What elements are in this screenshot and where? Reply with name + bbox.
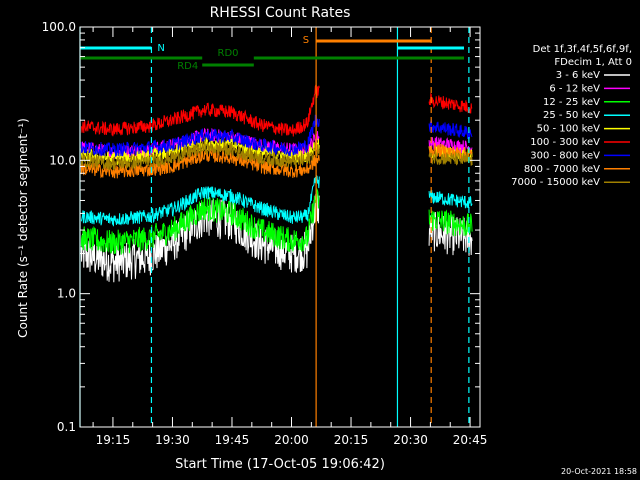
legend-entry-label: 300 - 800 keV <box>530 150 600 161</box>
series-12-25keV <box>80 187 473 255</box>
axes-layer: 0.1 1.0 10.0 100.0 19:15 19:30 19:45 20:00 20:15… <box>42 20 488 447</box>
x-tick-label: 19:45 <box>215 433 250 447</box>
flag-bar-s: S <box>303 35 432 46</box>
series-line <box>428 190 473 209</box>
series-line <box>80 187 320 255</box>
x-tick-label: 19:15 <box>96 433 131 447</box>
flag-bar-label: S <box>303 35 309 46</box>
series-line <box>428 92 473 114</box>
legend-entry-label: 800 - 7000 keV <box>524 164 600 175</box>
legend-entry-label: 12 - 25 keV <box>543 97 600 108</box>
legend-entry-label: 50 - 100 keV <box>537 124 601 135</box>
chart-title: RHESSI Count Rates <box>210 5 351 21</box>
series-100-300keV <box>80 84 473 137</box>
series-line <box>428 209 473 237</box>
x-tick-label: 20:45 <box>453 433 488 447</box>
legend-header-line: Det 1f,3f,4f,5f,6f,9f, <box>533 44 632 55</box>
flag-bar-rd4: RD4 <box>177 61 254 72</box>
series-line <box>80 140 320 171</box>
data-series-layer <box>80 84 473 283</box>
legend-entry-label: 25 - 50 keV <box>543 110 600 121</box>
y-tick-label: 1.0 <box>57 287 76 301</box>
flag-bar-n: N <box>80 43 165 54</box>
series-line <box>80 174 320 227</box>
y-tick-label: 10.0 <box>49 153 76 167</box>
series-7000-15000keV <box>80 140 473 171</box>
flag-bar-rd0: RD0 <box>80 48 464 60</box>
series-line <box>428 150 473 166</box>
series-line <box>428 119 473 140</box>
y-tick-label: 0.1 <box>57 420 76 434</box>
x-tick-label: 20:15 <box>334 433 369 447</box>
series-line <box>428 211 473 256</box>
x-tick-label: 20:30 <box>393 433 428 447</box>
plot-frame <box>79 26 481 428</box>
y-tick-label: 100.0 <box>42 20 76 34</box>
series-line <box>80 114 320 157</box>
x-tick-label: 20:00 <box>274 433 309 447</box>
x-axis-label: Start Time (17-Oct-05 19:06:42) <box>175 457 385 472</box>
legend-entry-label: 6 - 12 keV <box>549 83 600 94</box>
flag-bar-label: N <box>157 43 164 54</box>
x-tick-label: 19:30 <box>155 433 190 447</box>
flag-bar-label: RD4 <box>177 61 198 72</box>
flag-bar-label: RD0 <box>218 48 239 59</box>
date-stamp: 20-Oct-2021 18:58 <box>561 467 637 476</box>
legend-entry-label: 100 - 300 keV <box>530 137 600 148</box>
legend: Det 1f,3f,4f,5f,6f,9f, FDecim 1, Att 0 3 -… <box>511 44 632 188</box>
legend-entry-label: 7000 - 15000 keV <box>511 177 600 188</box>
series-line <box>80 84 320 137</box>
series-25-50keV <box>80 174 473 227</box>
y-axis-label: Count Rate (s⁻¹ detector segment⁻¹) <box>16 118 30 338</box>
legend-header-line: FDecim 1, Att 0 <box>554 57 632 68</box>
flag-bars-layer: N S RD0 RD4 <box>80 35 464 72</box>
legend-entry-label: 3 - 6 keV <box>556 70 600 81</box>
series-300-800keV <box>80 114 473 157</box>
